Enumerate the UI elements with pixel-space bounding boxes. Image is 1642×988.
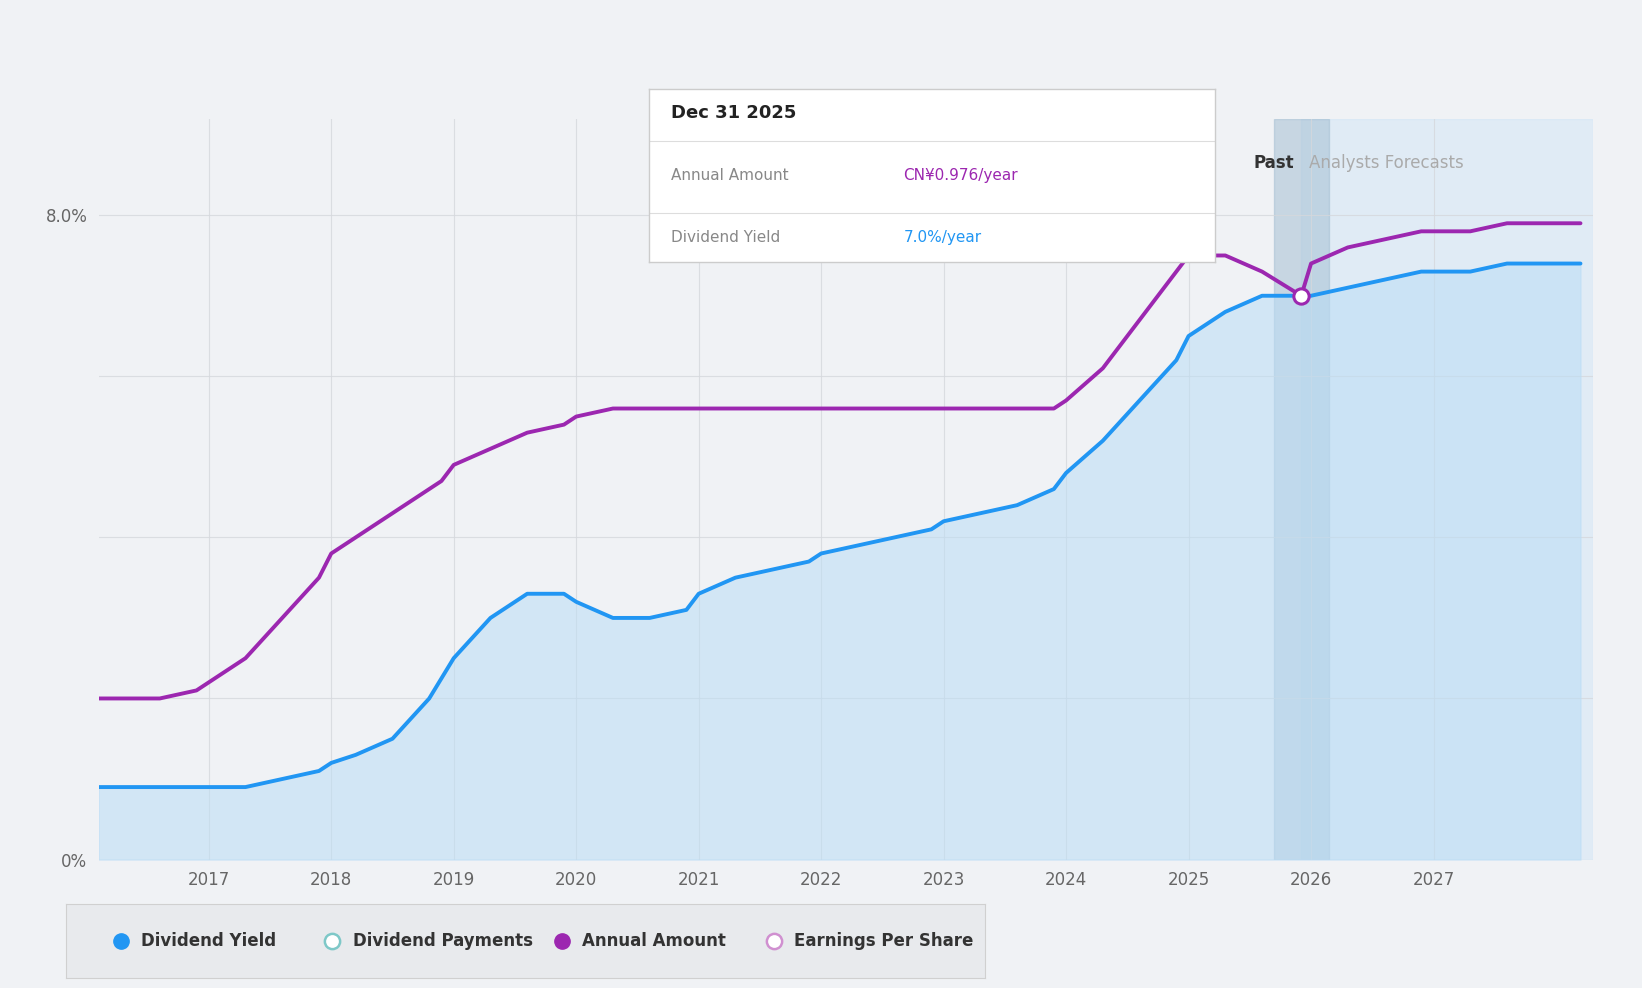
Bar xyxy=(1300,119,1593,860)
Text: Dec 31 2025: Dec 31 2025 xyxy=(672,104,796,123)
Text: Dividend Yield: Dividend Yield xyxy=(672,230,780,245)
Text: Dividend Yield: Dividend Yield xyxy=(141,932,276,950)
Text: Earnings Per Share: Earnings Per Share xyxy=(795,932,974,950)
Text: Annual Amount: Annual Amount xyxy=(672,168,788,183)
Text: Dividend Payments: Dividend Payments xyxy=(353,932,532,950)
Bar xyxy=(1274,119,1328,860)
Text: Annual Amount: Annual Amount xyxy=(583,932,726,950)
Text: Past: Past xyxy=(1253,154,1294,172)
Text: 7.0%/year: 7.0%/year xyxy=(903,230,982,245)
Text: CN¥0.976/year: CN¥0.976/year xyxy=(903,168,1018,183)
Text: Analysts Forecasts: Analysts Forecasts xyxy=(1309,154,1463,172)
